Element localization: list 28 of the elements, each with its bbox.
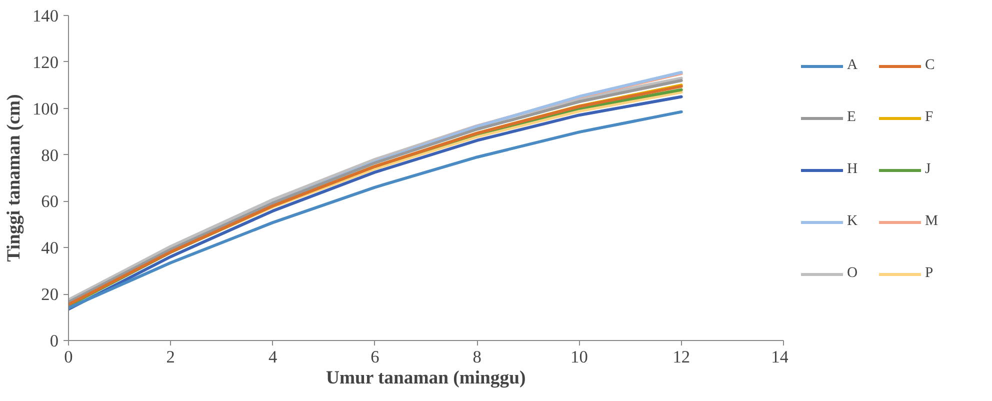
legend-label: A: [847, 57, 859, 74]
legend-label: M: [925, 213, 940, 230]
legend-label: J: [925, 161, 932, 178]
x-tick-label: 8: [472, 348, 482, 366]
y-tick-label: 40: [41, 238, 58, 258]
y-tick-label: 80: [41, 146, 58, 165]
x-tick-label: 2: [166, 348, 175, 366]
x-axis-title: Umur tanaman (minggu): [326, 368, 526, 388]
legend-label: C: [925, 57, 936, 74]
x-tick-label: 10: [570, 348, 588, 366]
x-tick-label: 12: [672, 348, 690, 366]
y-tick-label: 120: [32, 52, 59, 72]
x-tick-label: 0: [64, 348, 73, 366]
y-tick-label: 60: [41, 192, 58, 212]
x-tick-label: 14: [771, 348, 789, 366]
y-tick-label: 20: [41, 285, 58, 304]
y-tick-label: 0: [50, 332, 59, 350]
legend-label: F: [925, 109, 934, 126]
legend-label: O: [847, 265, 859, 282]
y-axis-title: Tinggi tanaman (cm): [4, 94, 25, 262]
legend-label: P: [925, 265, 934, 282]
legend-label: E: [847, 109, 857, 126]
x-tick-label: 6: [370, 348, 380, 366]
x-tick-label: 4: [268, 348, 278, 366]
y-tick-label: 140: [32, 6, 59, 26]
legend-label: K: [847, 213, 859, 230]
legend-label: H: [847, 161, 859, 178]
y-tick-label: 100: [32, 99, 59, 118]
